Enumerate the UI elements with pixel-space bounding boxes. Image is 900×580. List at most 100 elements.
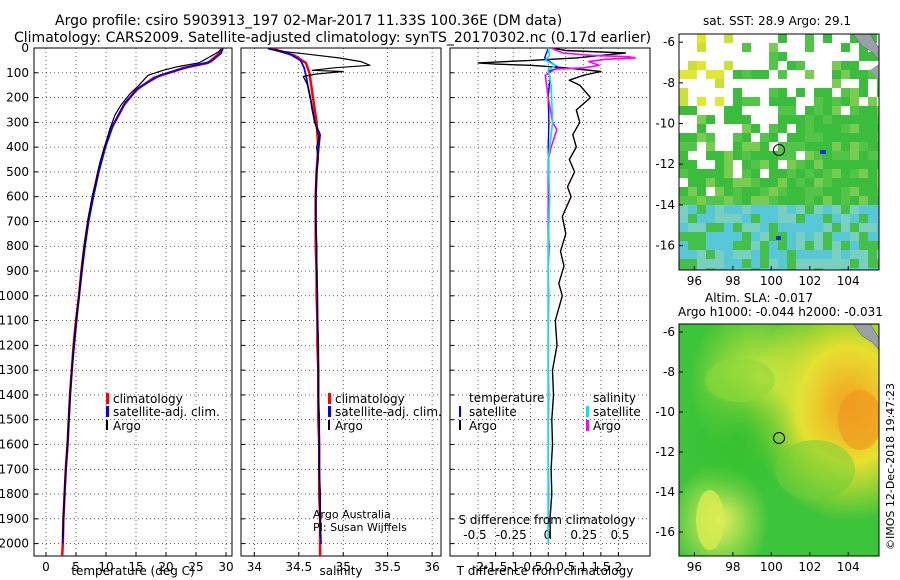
sst-cell <box>679 106 688 115</box>
sst-cell <box>688 187 697 196</box>
sst-cell <box>715 241 724 250</box>
sst-cell <box>859 232 868 241</box>
sst-cell <box>742 196 751 205</box>
sst-cell <box>841 259 850 268</box>
sst-cell <box>814 259 823 268</box>
sst-cell <box>796 142 805 151</box>
sst-cell <box>715 268 724 270</box>
sst-cell <box>679 205 688 214</box>
sst-cell <box>706 223 715 232</box>
sst-cell <box>760 223 769 232</box>
sst-cell <box>859 160 868 169</box>
sst-cell <box>877 115 879 124</box>
sst-cell <box>778 187 787 196</box>
sst-cell <box>760 178 769 187</box>
x-tick-label: 2 <box>615 560 623 574</box>
lat-tick-label: -8 <box>663 76 675 90</box>
lat-tick-label: -16 <box>655 525 675 539</box>
sst-cell <box>868 214 877 223</box>
sst-cell <box>850 115 859 124</box>
sst-cell <box>805 178 814 187</box>
sst-cell <box>742 214 751 223</box>
sst-cell <box>823 151 832 160</box>
x-tick-label: -1 <box>507 560 519 574</box>
sst-cell <box>724 250 733 259</box>
sst-cell <box>820 150 826 154</box>
sst-cell <box>760 160 769 169</box>
sst-cell <box>814 151 823 160</box>
sst-cell <box>715 97 724 106</box>
sst-cell <box>805 250 814 259</box>
lon-tick-label: 102 <box>798 560 821 574</box>
sst-cell <box>697 124 706 133</box>
t-difference-axis-label: T difference from climatology <box>456 564 634 578</box>
sst-cell <box>787 205 796 214</box>
lat-tick-label: -12 <box>655 445 675 459</box>
x-tick-label: 35.5 <box>374 560 401 574</box>
sst-cell <box>706 241 715 250</box>
sst-cell <box>724 205 733 214</box>
sst-cell <box>742 142 751 151</box>
sst-cell <box>751 70 760 79</box>
climatology-series <box>269 48 322 556</box>
sst-cell <box>760 187 769 196</box>
sst-cell <box>787 151 796 160</box>
sst-cell <box>796 133 805 142</box>
sst-cell <box>796 160 805 169</box>
sst-cell <box>787 142 796 151</box>
difference-profile-plot <box>477 48 636 544</box>
sst-cell <box>697 259 706 268</box>
sst-map-axes: 96 98 100 102 104 -6 -8 -10 -12 -14 -16 <box>655 35 859 288</box>
sst-cell <box>814 223 823 232</box>
sst-cell <box>715 214 724 223</box>
depth-tick-label: 1700 <box>0 462 29 476</box>
sst-cell <box>742 124 751 133</box>
sst-cell <box>841 187 850 196</box>
credit-line-1: Argo Australia <box>313 508 391 521</box>
sst-cell <box>760 70 769 79</box>
sst-cell <box>850 214 859 223</box>
sst-cell <box>805 124 814 133</box>
sst-cell <box>877 178 879 187</box>
sst-cell <box>679 259 688 268</box>
sst-cell <box>805 223 814 232</box>
sst-cell <box>814 169 823 178</box>
sst-cell <box>724 259 733 268</box>
x-tick-label: 5 <box>72 560 80 574</box>
sst-cell <box>733 205 742 214</box>
sst-cell <box>697 43 706 52</box>
sst-cell <box>823 205 832 214</box>
sst-cell <box>796 250 805 259</box>
sst-cell <box>787 97 796 106</box>
legend-swatch-t-argo <box>459 420 461 430</box>
lat-tick-label: -8 <box>663 365 675 379</box>
sst-cell <box>814 115 823 124</box>
sst-cell <box>778 259 787 268</box>
sst-cell <box>724 169 733 178</box>
sst-cell <box>688 223 697 232</box>
sst-cell <box>850 187 859 196</box>
sst-cell <box>760 151 769 160</box>
sst-cell <box>877 268 879 270</box>
sst-cell <box>742 160 751 169</box>
sst-cell <box>715 187 724 196</box>
sst-cell <box>724 196 733 205</box>
sst-cell <box>832 196 841 205</box>
sst-cell <box>805 142 814 151</box>
sst-cell <box>859 79 868 88</box>
sst-cell <box>796 268 805 270</box>
legend-label-satellite: satellite-adj. clim. <box>113 405 220 419</box>
argo-float-marker <box>773 143 785 156</box>
sst-cell <box>832 259 841 268</box>
sst-cell <box>823 241 832 250</box>
sst-cell <box>805 106 814 115</box>
x-tick-label: 20 <box>158 560 173 574</box>
lon-tick-label: 100 <box>760 274 783 288</box>
sst-cell <box>769 133 778 142</box>
sst-cell <box>877 187 879 196</box>
sst-cell <box>841 133 850 142</box>
legend-swatch-climatology <box>328 393 331 404</box>
sst-cell <box>787 214 796 223</box>
sst-cell <box>697 178 706 187</box>
sst-cell <box>679 268 688 270</box>
